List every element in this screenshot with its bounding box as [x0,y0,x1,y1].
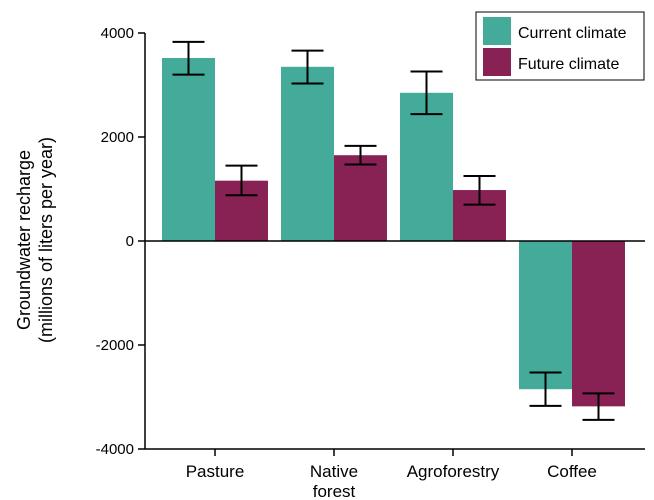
y-tick-label-4: -4000 [96,441,134,458]
legend-swatch-0 [483,17,511,45]
bar-1-3 [572,241,625,407]
bar-0-2 [400,92,453,241]
legend-swatch-1 [483,48,511,76]
bar-0-0 [162,57,215,242]
axes-layer: 4000 2000 0 -2000 -4000 Pasture Native forest Ag… [96,25,645,500]
bar-1-1 [334,155,387,241]
y-tick-label-3: -2000 [96,337,134,354]
error-bars-layer [172,40,615,421]
bars-layer [162,57,625,407]
y-axis-title-text: Groundwater recharge (millions of liters … [14,137,56,343]
y-tick-label-0: 4000 [101,25,134,42]
legend-label-0: Current climate [518,25,627,42]
y-tick-label-1: 2000 [101,129,134,146]
legend: Current climate Future climate [475,11,645,81]
x-tick-label-3: Coffee [547,462,597,481]
bar-0-3 [519,241,572,390]
y-tick-label-2: 0 [126,233,134,250]
x-tick-label-1: Native forest [310,462,358,500]
bar-0-1 [281,66,334,241]
y-axis-title: Groundwater recharge (millions of liters … [14,137,56,343]
x-tick-label-2: Agroforestry [407,462,500,481]
x-tick-label-0: Pasture [186,462,245,481]
legend-label-1: Future climate [518,56,619,73]
